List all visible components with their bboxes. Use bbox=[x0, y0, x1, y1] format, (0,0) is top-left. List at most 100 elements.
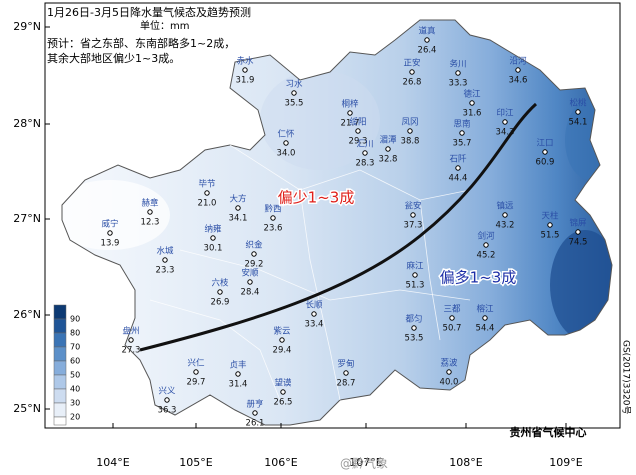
station-name: 湄潭 bbox=[379, 136, 397, 146]
station-dot bbox=[542, 149, 548, 155]
station-value: 37.3 bbox=[404, 221, 423, 231]
station-value: 51.5 bbox=[541, 231, 560, 241]
station-dot bbox=[483, 242, 489, 248]
station-name: 都匀 bbox=[405, 314, 422, 325]
lat-label: 29°N bbox=[13, 20, 41, 33]
lon-label: 106°E bbox=[264, 456, 297, 469]
legend-label: 80 bbox=[70, 329, 80, 338]
station-name: 三都 bbox=[443, 305, 461, 315]
station-dot bbox=[283, 140, 289, 146]
station-name: 威宁 bbox=[101, 219, 118, 230]
station-dot bbox=[355, 128, 361, 134]
station-name: 绥阳 bbox=[349, 117, 366, 128]
station-name: 镇远 bbox=[496, 201, 514, 212]
station-name: 长顺 bbox=[305, 300, 323, 311]
station-name: 纳雍 bbox=[204, 224, 222, 235]
station-name: 天柱 bbox=[541, 211, 559, 222]
lat-label: 25°N bbox=[13, 402, 41, 415]
station-dot bbox=[469, 100, 475, 106]
station-value: 21.0 bbox=[198, 199, 217, 209]
station-dot bbox=[235, 371, 241, 377]
station-dot bbox=[455, 70, 461, 76]
station-name: 思南 bbox=[453, 119, 470, 130]
station-name: 务川 bbox=[449, 59, 466, 70]
station-name: 盘州 bbox=[122, 326, 139, 337]
station-dot bbox=[217, 289, 223, 295]
map-title: 1月26日-3月5日降水量气候态及趋势预测 bbox=[47, 5, 251, 19]
county-border bbox=[229, 144, 471, 201]
station-name: 汇川 bbox=[356, 140, 373, 150]
station-dot bbox=[575, 229, 581, 235]
station-dot bbox=[279, 337, 285, 343]
station-dot bbox=[251, 251, 257, 257]
station-dot bbox=[347, 110, 353, 116]
legend-swatch bbox=[53, 318, 67, 334]
station-name: 贞丰 bbox=[229, 360, 247, 371]
station-value: 12.3 bbox=[141, 218, 160, 228]
station-dot bbox=[210, 235, 216, 241]
trend-annotation: 偏少1~3成 bbox=[278, 189, 355, 207]
station-name: 兴仁 bbox=[187, 358, 205, 369]
station-value: 28.3 bbox=[356, 159, 375, 169]
legend-swatch bbox=[53, 360, 67, 376]
legend-label: 30 bbox=[70, 399, 80, 408]
station-value: 33.3 bbox=[449, 79, 468, 89]
station-value: 29.4 bbox=[273, 346, 292, 356]
legend-swatch bbox=[53, 388, 67, 404]
station-value: 28.4 bbox=[241, 288, 260, 298]
station-name: 德江 bbox=[463, 89, 481, 100]
station-name: 桐梓 bbox=[341, 99, 359, 110]
legend-label: 90 bbox=[70, 315, 80, 324]
station-name: 剑河 bbox=[477, 231, 495, 242]
county-border bbox=[179, 249, 471, 301]
station-name: 凤冈 bbox=[401, 118, 418, 128]
station-value: 60.9 bbox=[536, 158, 555, 168]
station-dot bbox=[547, 222, 553, 228]
station-name: 锦屏 bbox=[569, 218, 587, 229]
lat-label: 26°N bbox=[13, 308, 41, 321]
station-dot bbox=[407, 128, 413, 134]
station-value: 26.5 bbox=[274, 398, 293, 408]
lon-label: 108°E bbox=[449, 456, 482, 469]
station-name: 织金 bbox=[245, 240, 263, 251]
station-name: 瓮安 bbox=[404, 201, 421, 212]
station-dot bbox=[424, 37, 430, 43]
station-dot bbox=[242, 67, 248, 73]
county-border bbox=[299, 189, 341, 401]
station-name: 赤水 bbox=[236, 56, 254, 67]
watermark: @黔气象 bbox=[340, 456, 388, 471]
station-dot bbox=[410, 212, 416, 218]
station-value: 31.4 bbox=[229, 380, 248, 390]
station-dot bbox=[147, 209, 153, 215]
station-dot bbox=[107, 230, 113, 236]
station-dot bbox=[385, 146, 391, 152]
county-border bbox=[149, 299, 281, 401]
station-name: 习水 bbox=[285, 79, 303, 90]
station-dot bbox=[455, 165, 461, 171]
station-name: 松桃 bbox=[569, 98, 587, 109]
station-value: 36.3 bbox=[158, 406, 177, 416]
station-name: 江口 bbox=[536, 139, 553, 149]
station-dot bbox=[449, 315, 455, 321]
station-value: 21.7 bbox=[341, 119, 360, 129]
station-dot bbox=[270, 215, 276, 221]
station-name: 榕江 bbox=[476, 304, 494, 315]
station-value: 26.9 bbox=[211, 298, 230, 308]
station-value: 29.2 bbox=[245, 260, 264, 270]
legend-swatch bbox=[53, 374, 67, 390]
lat-label: 28°N bbox=[13, 117, 41, 130]
station-name: 沿河 bbox=[509, 56, 527, 67]
station-dot bbox=[252, 410, 258, 416]
station-name: 罗甸 bbox=[337, 359, 354, 370]
legend-label: 60 bbox=[70, 357, 80, 366]
station-value: 45.2 bbox=[477, 251, 496, 261]
station-name: 紫云 bbox=[273, 327, 291, 337]
shading bbox=[62, 70, 612, 340]
station-value: 35.7 bbox=[453, 139, 472, 149]
station-value: 34.3 bbox=[496, 128, 515, 138]
station-value: 23.6 bbox=[264, 224, 283, 234]
station-dot bbox=[411, 325, 417, 331]
legend-label: 70 bbox=[70, 343, 80, 352]
station-dot bbox=[362, 150, 368, 156]
